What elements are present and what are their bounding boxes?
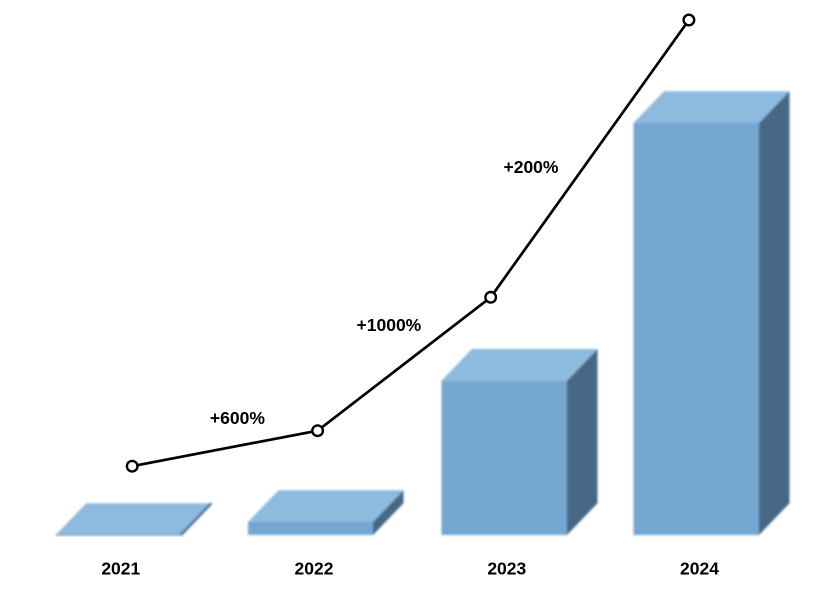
- svg-text:+200%: +200%: [504, 157, 559, 177]
- svg-text:2023: 2023: [487, 559, 526, 579]
- svg-text:+600%: +600%: [210, 408, 265, 428]
- svg-text:2022: 2022: [295, 559, 334, 579]
- svg-text:2021: 2021: [101, 559, 140, 579]
- svg-text:2024: 2024: [680, 559, 719, 579]
- svg-text:+1000%: +1000%: [357, 315, 422, 335]
